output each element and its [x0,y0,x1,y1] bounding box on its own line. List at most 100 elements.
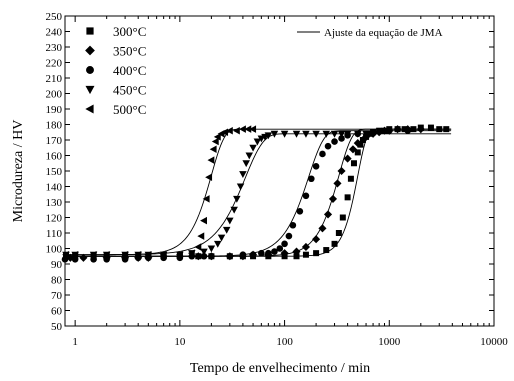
data-point [335,230,342,236]
data-point [249,125,257,133]
data-point [207,156,215,164]
data-point [222,226,231,234]
data-point [354,149,361,156]
data-point [380,126,389,135]
y-tick-label: 230 [46,42,63,54]
data-point [443,126,450,133]
data-point [249,251,257,258]
data-point [213,133,221,141]
data-point [249,144,257,152]
data-point [410,126,417,133]
data-point [61,256,69,263]
y-tick-label: 70 [51,290,63,302]
data-point [200,248,208,256]
data-point [331,240,338,247]
data-point [232,126,240,135]
legend-marker [85,85,95,95]
data-point [337,130,346,138]
y-tick-label: 100 [46,244,63,256]
data-point [233,195,241,203]
fit-curve [65,128,452,257]
data-point [354,130,362,138]
data-point [200,252,208,260]
data-point [302,251,309,258]
y-tick-label: 130 [46,197,63,209]
data-point [293,253,300,260]
legend-marker [85,104,94,114]
data-point [194,252,203,261]
data-point [333,179,342,188]
data-point [357,141,364,148]
y-tick-label: 170 [46,135,63,147]
fit-legend-label: Ajuste da equação de JMA [324,27,443,39]
data-point [264,132,273,140]
data-point [436,126,443,133]
data-point [350,160,357,167]
data-point [347,175,354,182]
data-point [208,252,215,260]
data-point [242,160,250,168]
data-point [302,130,310,138]
fit-curve [65,128,452,257]
data-point [344,194,351,201]
y-tick-label: 210 [46,73,63,85]
data-point [194,243,202,251]
fit-curve [65,133,452,256]
data-point [205,173,213,181]
data-point [280,249,289,258]
data-point [258,249,265,257]
legend-label: 300°C [113,24,146,39]
data-point [281,240,288,248]
data-point [285,232,293,240]
legend-label: 350°C [113,44,146,59]
data-point [245,152,254,160]
data-point [239,251,247,258]
data-point [331,138,338,145]
data-point [319,150,326,158]
data-point [197,232,205,240]
data-point [318,224,327,233]
data-point [200,216,207,225]
data-point [416,125,425,134]
data-point [312,130,320,138]
data-point [324,142,332,150]
data-point [134,250,142,259]
data-point [338,135,345,142]
data-point [79,253,88,262]
y-tick-label: 60 [51,306,63,318]
y-tick-label: 180 [46,120,63,132]
x-tick-label: 1000 [378,336,401,348]
data-point [302,192,310,200]
data-point [323,210,333,219]
x-tick-label: 1 [72,336,78,348]
data-point [292,130,301,138]
data-point [393,125,402,134]
data-point [337,166,346,176]
data-point [271,248,278,255]
legend-marker [86,27,94,35]
data-point [217,234,226,242]
data-point [239,125,246,133]
data-point [239,171,247,178]
data-point [62,250,69,259]
y-tick-label: 250 [46,11,63,23]
data-point [427,124,434,131]
legend-marker [86,66,94,74]
y-tick-label: 220 [46,58,63,70]
axes: 5060708090100110120130140150160170180190… [46,11,509,348]
y-tick-label: 140 [46,182,63,194]
y-tick-label: 150 [46,166,63,178]
data-point [404,127,412,134]
data-point [89,250,97,259]
data-point [308,175,315,183]
x-tick-label: 10000 [480,336,508,348]
data-point [280,130,289,138]
data-point [369,130,377,138]
data-point [144,250,152,259]
data-point [292,247,301,256]
data-point [348,145,358,154]
data-points [61,124,450,263]
data-point [343,154,352,163]
data-point [102,250,110,259]
